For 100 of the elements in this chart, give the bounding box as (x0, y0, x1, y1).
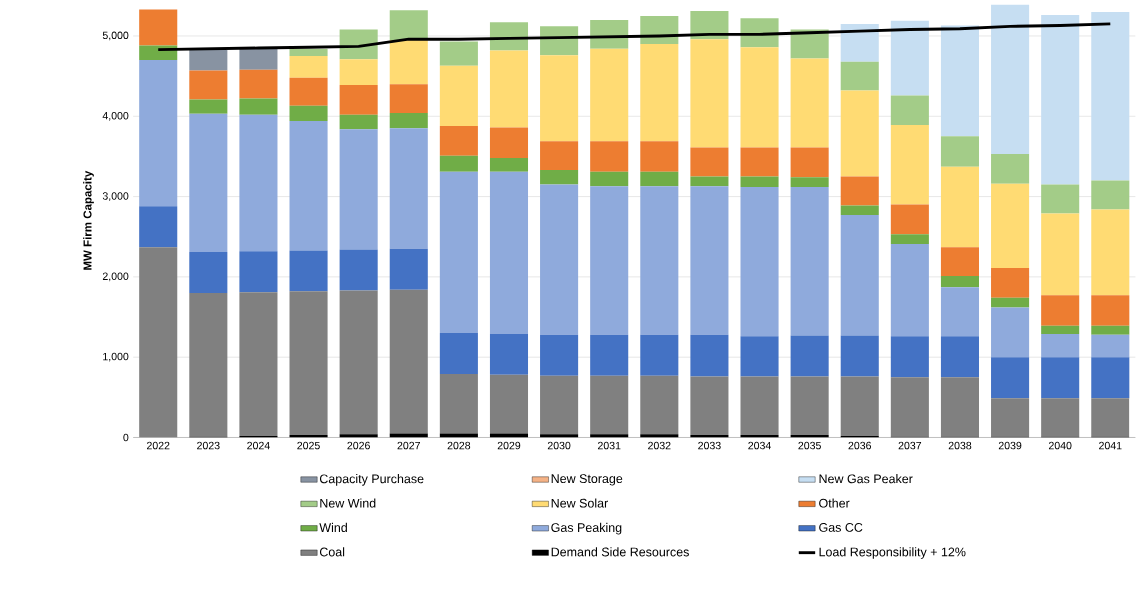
bar (640, 186, 679, 335)
x-tick-label: 2023 (197, 441, 220, 450)
bar (840, 215, 879, 336)
bar (289, 56, 328, 78)
bar (139, 60, 178, 207)
bar (1041, 398, 1080, 437)
legend-label: Gas CC (819, 523, 863, 532)
bar (590, 375, 629, 435)
bar (940, 276, 980, 288)
bar (289, 105, 328, 122)
bar (189, 252, 228, 294)
y-tick-label: 4,000 (102, 112, 129, 121)
bar (489, 171, 529, 335)
bar (1091, 398, 1130, 437)
legend-label: Wind (319, 522, 347, 533)
x-tick-label: 2035 (798, 441, 821, 450)
bar (389, 248, 428, 290)
bar (540, 184, 579, 335)
bar (489, 158, 529, 172)
x-tick-label: 2036 (848, 441, 872, 450)
legend-label: Load Responsibility + 12% (819, 547, 966, 559)
bar (389, 40, 428, 85)
bar (640, 141, 679, 172)
bar (540, 334, 579, 376)
bar (991, 398, 1030, 437)
bar (790, 335, 829, 377)
bar (940, 25, 980, 137)
x-tick-label: 2029 (497, 441, 521, 450)
bar (289, 48, 328, 57)
x-tick-label: 2040 (1048, 441, 1072, 450)
bar (640, 434, 679, 438)
bar (239, 114, 278, 252)
bar (590, 20, 629, 49)
x-tick-label: 2037 (898, 441, 922, 450)
legend-label: Coal (319, 547, 345, 557)
bar (439, 65, 478, 127)
bar (540, 434, 579, 438)
bar (239, 48, 278, 70)
bar (289, 121, 328, 251)
bar (890, 234, 929, 245)
bar (1041, 15, 1080, 185)
bar (991, 357, 1030, 399)
bar (690, 39, 729, 148)
bar (389, 128, 428, 249)
legend-label: New Storage (551, 474, 623, 486)
bar (389, 113, 428, 129)
bar (189, 113, 228, 253)
x-tick-label: 2025 (297, 441, 320, 450)
bar (489, 433, 529, 438)
bar (940, 336, 980, 378)
bar (239, 251, 278, 293)
bar (690, 334, 729, 377)
bar (289, 291, 328, 436)
bar (1041, 184, 1080, 214)
y-tick-label: 2,000 (102, 272, 129, 282)
bar (940, 166, 980, 248)
bar (991, 307, 1030, 358)
bar (239, 98, 278, 115)
bar (991, 297, 1030, 308)
bar (690, 376, 729, 436)
y-tick-label: 0 (123, 433, 129, 442)
legend-label: New Gas Peaker (819, 474, 913, 484)
bar (139, 247, 178, 438)
bar (1091, 326, 1130, 335)
bar (840, 90, 879, 177)
bar (139, 9, 178, 46)
bar (1091, 180, 1130, 210)
bar (1041, 213, 1080, 296)
bar (940, 136, 980, 167)
bar (940, 247, 980, 277)
x-tick-label: 2027 (397, 441, 420, 450)
bar (590, 434, 629, 438)
bar (389, 289, 428, 434)
bar (1091, 295, 1130, 326)
bar (890, 95, 929, 126)
bar (740, 376, 779, 436)
bar (439, 126, 478, 156)
bar (991, 268, 1030, 298)
bar (690, 186, 729, 335)
bar (1091, 12, 1130, 181)
bar (339, 59, 378, 86)
bar (1041, 295, 1080, 326)
bar (189, 293, 228, 437)
legend-label: New Solar (551, 498, 609, 508)
bar (690, 176, 729, 187)
bar (439, 333, 478, 375)
bar (339, 249, 378, 291)
bar (890, 377, 929, 437)
bar (640, 44, 679, 142)
bar (239, 69, 278, 99)
bar (489, 334, 529, 375)
legend-label: Demand Side Resources (551, 547, 689, 557)
legend-label: Capacity Purchase (319, 474, 424, 486)
x-tick-label: 2022 (147, 441, 170, 450)
y-tick-label: 1,000 (103, 352, 129, 362)
bar (590, 334, 629, 376)
bar (289, 250, 328, 292)
bar (890, 125, 929, 205)
y-axis-title: MW Firm Capacity (83, 170, 94, 270)
legend-label: Other (819, 498, 850, 508)
